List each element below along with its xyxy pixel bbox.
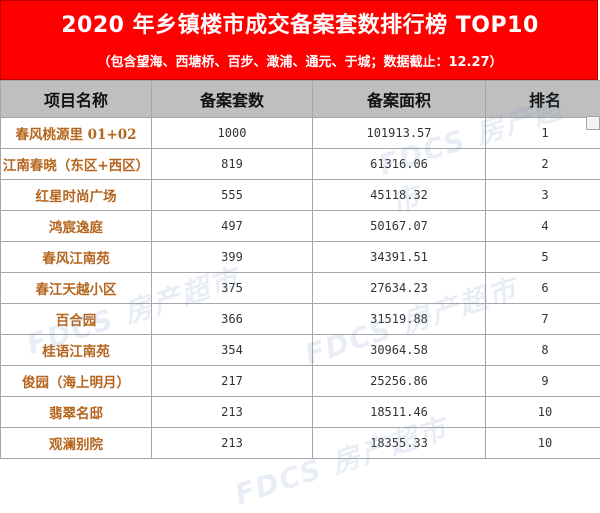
area-cell: 30964.58 xyxy=(313,335,486,366)
rank-cell: 4 xyxy=(486,211,600,242)
project-name-cell: 江南春晓（东区+西区） xyxy=(1,149,152,180)
ranking-table: 项目名称 备案套数 备案面积 排名 春风桃源里 01+02 1000 10191… xyxy=(0,80,600,459)
area-cell: 34391.51 xyxy=(313,242,486,273)
units-cell: 375 xyxy=(152,273,313,304)
rank-cell: 8 xyxy=(486,335,600,366)
area-cell: 45118.32 xyxy=(313,180,486,211)
area-cell: 61316.06 xyxy=(313,149,486,180)
table-row: 翡翠名邸 213 18511.46 10 xyxy=(1,397,600,428)
table-row: 春风江南苑 399 34391.51 5 xyxy=(1,242,600,273)
area-cell: 18355.33 xyxy=(313,428,486,459)
rank-cell: 10 xyxy=(486,428,600,459)
column-header-project: 项目名称 xyxy=(1,81,152,118)
area-cell: 25256.86 xyxy=(313,366,486,397)
units-cell: 819 xyxy=(152,149,313,180)
units-cell: 213 xyxy=(152,428,313,459)
rank-cell: 10 xyxy=(486,397,600,428)
rank-cell: 3 xyxy=(486,180,600,211)
area-cell: 18511.46 xyxy=(313,397,486,428)
units-cell: 366 xyxy=(152,304,313,335)
table-row: 百合园 366 31519.88 7 xyxy=(1,304,600,335)
title-banner: 2020 年乡镇楼市成交备案套数排行榜 TOP10 （包含望海、西塘桥、百步、澉… xyxy=(0,0,598,80)
project-name-cell: 鸿宸逸庭 xyxy=(1,211,152,242)
area-cell: 50167.07 xyxy=(313,211,486,242)
project-name-cell: 春风桃源里 01+02 xyxy=(1,118,152,149)
column-header-units: 备案套数 xyxy=(152,81,313,118)
table-row: 春江天越小区 375 27634.23 6 xyxy=(1,273,600,304)
table-row: 春风桃源里 01+02 1000 101913.57 1 xyxy=(1,118,600,149)
rank-cell: 2 xyxy=(486,149,600,180)
units-cell: 497 xyxy=(152,211,313,242)
table-row: 桂语江南苑 354 30964.58 8 xyxy=(1,335,600,366)
project-name-cell: 观澜别院 xyxy=(1,428,152,459)
units-cell: 354 xyxy=(152,335,313,366)
project-name-cell: 翡翠名邸 xyxy=(1,397,152,428)
units-cell: 399 xyxy=(152,242,313,273)
project-name-cell: 桂语江南苑 xyxy=(1,335,152,366)
units-cell: 213 xyxy=(152,397,313,428)
rank-cell: 5 xyxy=(486,242,600,273)
project-name-cell: 红星时尚广场 xyxy=(1,180,152,211)
project-name-cell: 春风江南苑 xyxy=(1,242,152,273)
rank-cell: 6 xyxy=(486,273,600,304)
table-row: 江南春晓（东区+西区） 819 61316.06 2 xyxy=(1,149,600,180)
column-header-area: 备案面积 xyxy=(313,81,486,118)
table-row: 鸿宸逸庭 497 50167.07 4 xyxy=(1,211,600,242)
table-row: 红星时尚广场 555 45118.32 3 xyxy=(1,180,600,211)
table-header-row: 项目名称 备案套数 备案面积 排名 xyxy=(1,81,600,118)
area-cell: 31519.88 xyxy=(313,304,486,335)
units-cell: 555 xyxy=(152,180,313,211)
table-row: 观澜别院 213 18355.33 10 xyxy=(1,428,600,459)
project-name-cell: 百合园 xyxy=(1,304,152,335)
project-name-cell: 俊园（海上明月） xyxy=(1,366,152,397)
area-cell: 27634.23 xyxy=(313,273,486,304)
project-name-cell: 春江天越小区 xyxy=(1,273,152,304)
column-header-rank: 排名 xyxy=(486,81,600,118)
rank-cell: 9 xyxy=(486,366,600,397)
area-cell: 101913.57 xyxy=(313,118,486,149)
table-row: 俊园（海上明月） 217 25256.86 9 xyxy=(1,366,600,397)
page-subtitle: （包含望海、西塘桥、百步、澉浦、通元、于城；数据截止：12.27） xyxy=(1,51,599,70)
units-cell: 1000 xyxy=(152,118,313,149)
page-title: 2020 年乡镇楼市成交备案套数排行榜 TOP10 xyxy=(1,7,599,39)
resize-handle[interactable] xyxy=(586,116,600,130)
rank-cell: 7 xyxy=(486,304,600,335)
rank-cell: 1 xyxy=(486,118,600,149)
units-cell: 217 xyxy=(152,366,313,397)
